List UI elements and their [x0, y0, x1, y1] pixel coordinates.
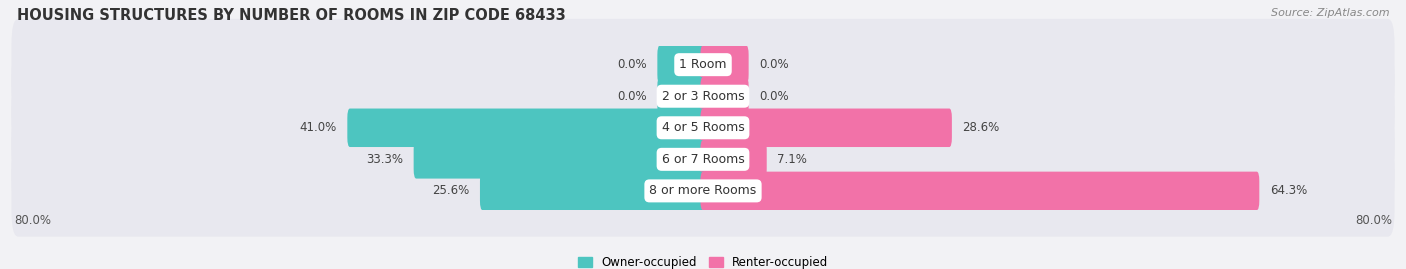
FancyBboxPatch shape	[11, 50, 1395, 142]
FancyBboxPatch shape	[11, 82, 1395, 174]
Text: 0.0%: 0.0%	[759, 58, 789, 71]
Text: 0.0%: 0.0%	[617, 90, 647, 103]
Text: 28.6%: 28.6%	[962, 121, 1000, 134]
FancyBboxPatch shape	[11, 145, 1395, 237]
FancyBboxPatch shape	[658, 45, 706, 84]
Text: 0.0%: 0.0%	[617, 58, 647, 71]
Text: 80.0%: 80.0%	[14, 214, 51, 226]
Text: 41.0%: 41.0%	[299, 121, 337, 134]
Text: 25.6%: 25.6%	[433, 184, 470, 197]
Text: 8 or more Rooms: 8 or more Rooms	[650, 184, 756, 197]
FancyBboxPatch shape	[700, 140, 766, 179]
FancyBboxPatch shape	[347, 108, 706, 147]
FancyBboxPatch shape	[700, 108, 952, 147]
FancyBboxPatch shape	[413, 140, 706, 179]
FancyBboxPatch shape	[700, 77, 748, 115]
Legend: Owner-occupied, Renter-occupied: Owner-occupied, Renter-occupied	[574, 253, 832, 269]
Text: 4 or 5 Rooms: 4 or 5 Rooms	[662, 121, 744, 134]
Text: 7.1%: 7.1%	[778, 153, 807, 166]
Text: 0.0%: 0.0%	[759, 90, 789, 103]
Text: 6 or 7 Rooms: 6 or 7 Rooms	[662, 153, 744, 166]
FancyBboxPatch shape	[658, 77, 706, 115]
Text: 64.3%: 64.3%	[1270, 184, 1308, 197]
FancyBboxPatch shape	[11, 114, 1395, 205]
Text: HOUSING STRUCTURES BY NUMBER OF ROOMS IN ZIP CODE 68433: HOUSING STRUCTURES BY NUMBER OF ROOMS IN…	[17, 8, 565, 23]
Text: 33.3%: 33.3%	[367, 153, 404, 166]
Text: 80.0%: 80.0%	[1355, 214, 1392, 226]
FancyBboxPatch shape	[11, 19, 1395, 111]
FancyBboxPatch shape	[700, 172, 1260, 210]
Text: Source: ZipAtlas.com: Source: ZipAtlas.com	[1271, 8, 1389, 18]
Text: 2 or 3 Rooms: 2 or 3 Rooms	[662, 90, 744, 103]
FancyBboxPatch shape	[700, 45, 748, 84]
Text: 1 Room: 1 Room	[679, 58, 727, 71]
FancyBboxPatch shape	[479, 172, 706, 210]
